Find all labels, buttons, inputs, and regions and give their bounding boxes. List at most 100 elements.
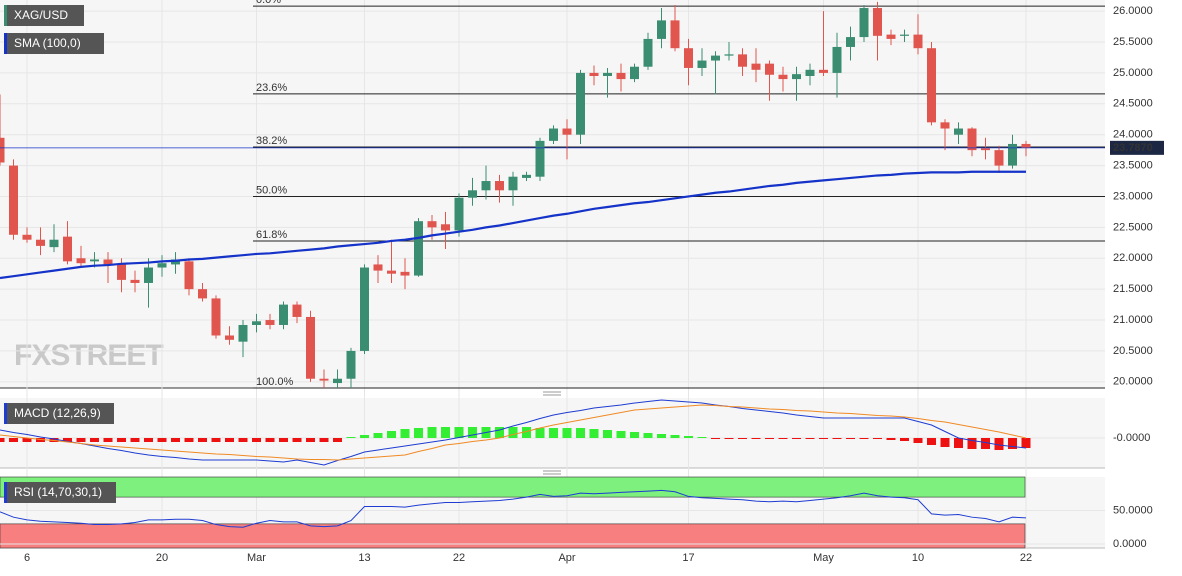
candle-body [36, 239, 45, 246]
macd-histogram-bar [792, 438, 801, 439]
macd-histogram-bar [576, 428, 585, 438]
candle-body [670, 20, 680, 49]
candle-body [994, 150, 1004, 166]
legend-box[interactable] [4, 482, 116, 503]
candle-body [49, 239, 59, 248]
candle-body [846, 37, 855, 47]
macd-line [0, 404, 1027, 461]
macd-histogram-bar [387, 431, 396, 438]
macd-histogram-bar [657, 434, 666, 438]
y-tick-label: 0.0000 [1113, 538, 1147, 550]
candle-body [333, 378, 342, 384]
candle-body [76, 258, 86, 264]
macd-histogram-bar [441, 427, 450, 438]
candle-body [211, 298, 221, 336]
watermark: FXSTREET [14, 339, 163, 372]
candle-body [225, 335, 234, 340]
y-tick-label: 23.5000 [1113, 159, 1153, 171]
macd-histogram-bar [954, 438, 963, 448]
x-tick-label: 22 [453, 552, 465, 564]
candle-body [778, 74, 788, 80]
macd-histogram-bar [819, 438, 828, 439]
candle-body [508, 176, 518, 191]
macd-histogram-bar [360, 435, 369, 438]
macd-histogram-bar [562, 428, 572, 438]
macd-histogram-bar [522, 427, 531, 438]
fib-label: 23.6% [256, 82, 287, 94]
candle-body [468, 190, 477, 198]
y-tick-label: 21.5000 [1113, 283, 1153, 295]
macd-histogram-bar [198, 438, 207, 442]
macd-histogram-bar [1008, 438, 1017, 449]
candle-body [765, 63, 774, 75]
y-tick-label: -0.0000 [1113, 432, 1150, 444]
macd-histogram-bar [346, 437, 356, 438]
candle-body [792, 74, 801, 80]
candle-body [873, 8, 882, 36]
candle-body [711, 55, 720, 61]
macd-histogram-bar [603, 430, 612, 438]
x-tick-label: 10 [912, 552, 924, 564]
legend-title: XAG/USD [14, 8, 68, 22]
legend-box[interactable] [4, 5, 84, 26]
candle-body [940, 122, 950, 129]
fib-label: 61.8% [256, 229, 287, 241]
macd-histogram-bar [306, 438, 315, 442]
legend-box[interactable] [4, 403, 114, 424]
fib-label: 50.0% [256, 184, 287, 196]
macd-histogram-bar [63, 438, 72, 442]
candle-body [157, 263, 167, 268]
legend-box[interactable] [4, 33, 104, 54]
candle-body [103, 259, 113, 265]
macd-histogram-bar [0, 438, 5, 442]
macd-histogram-bar [130, 438, 140, 442]
rsi-line [0, 489, 1027, 528]
candle-body [252, 321, 261, 325]
candle-body [387, 270, 396, 274]
macd-line [0, 399, 1027, 466]
overbought-zone [0, 476, 1026, 498]
macd-histogram-bar [144, 438, 153, 442]
y-tick-label: 26.0000 [1113, 5, 1153, 17]
macd-histogram-bar [535, 428, 545, 438]
candle-body [684, 48, 693, 68]
macd-histogram-bar [805, 438, 815, 439]
candle-body [265, 320, 275, 325]
legend-sma: SMA (100,0) [14, 36, 81, 50]
macd-histogram-bar [643, 433, 653, 438]
candle-body [117, 264, 126, 280]
candle-body [805, 69, 815, 76]
candle-body [603, 72, 612, 76]
candle-body [981, 148, 990, 151]
candle-body [576, 72, 585, 135]
macd-histogram-bar [279, 438, 288, 442]
macd-histogram-bar [265, 438, 275, 442]
last-price-box [1110, 140, 1164, 155]
candle-body [0, 137, 5, 163]
candle-body [279, 304, 288, 325]
candle-body [319, 378, 329, 381]
legend-accent [4, 403, 7, 424]
macd-histogram-bar [225, 438, 234, 442]
candle-body [400, 271, 410, 276]
x-tick-label: May [813, 552, 834, 564]
candle-body [184, 261, 194, 290]
macd-histogram-bar [616, 431, 626, 438]
candle-body [562, 128, 572, 135]
pane-handle[interactable] [543, 391, 561, 396]
macd-histogram-bar [913, 438, 923, 443]
candle-body [616, 72, 626, 80]
candle-body [859, 8, 869, 38]
pane-handle[interactable] [543, 470, 561, 475]
candle-body [832, 46, 842, 73]
candle-body [90, 259, 99, 262]
candle-body [454, 197, 464, 231]
macd-histogram-bar [927, 438, 936, 445]
macd-histogram-bar [630, 432, 639, 438]
candle-body [549, 128, 558, 141]
candle-body [1021, 143, 1031, 148]
candle-body [144, 267, 153, 283]
candle-body [495, 181, 504, 191]
macd-histogram-bar [103, 438, 113, 442]
x-tick-label: Apr [558, 552, 575, 564]
